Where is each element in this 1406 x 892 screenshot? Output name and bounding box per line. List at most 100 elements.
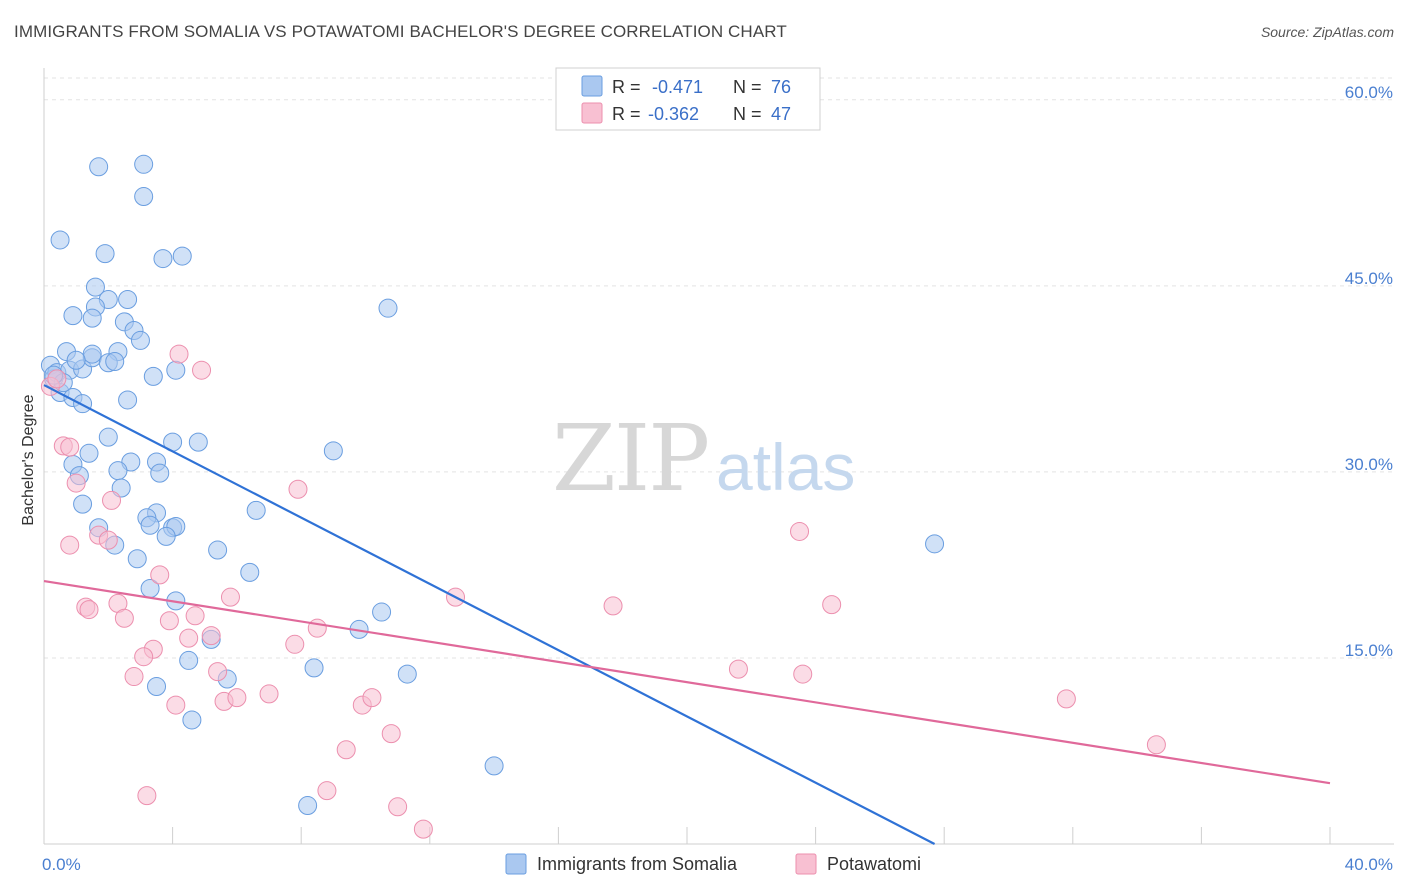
point-somalia bbox=[188, 432, 208, 452]
point-somalia bbox=[153, 249, 173, 269]
point-potawatomi bbox=[47, 369, 67, 389]
y-tick-label: 30.0% bbox=[1345, 455, 1393, 474]
point-somalia bbox=[89, 157, 109, 177]
point-potawatomi bbox=[1146, 735, 1166, 755]
point-potawatomi bbox=[388, 797, 408, 817]
point-somalia bbox=[63, 306, 83, 326]
y-axis-label: Bachelor's Degree bbox=[20, 394, 37, 525]
point-somalia bbox=[134, 187, 154, 207]
point-potawatomi bbox=[102, 490, 122, 510]
point-potawatomi bbox=[201, 626, 221, 646]
data-points bbox=[40, 154, 1166, 839]
bottom-legend-potawatomi: Potawatomi bbox=[827, 854, 921, 874]
point-potawatomi bbox=[1056, 689, 1076, 709]
point-somalia bbox=[166, 360, 186, 380]
point-somalia bbox=[73, 394, 93, 414]
point-somalia bbox=[95, 244, 115, 264]
x-tick-label-max: 40.0% bbox=[1345, 855, 1393, 874]
legend-r-value-somalia: -0.471 bbox=[652, 77, 703, 97]
point-somalia bbox=[150, 463, 170, 483]
point-somalia bbox=[79, 443, 99, 463]
series-legend: Immigrants from Somalia Potawatomi bbox=[505, 853, 921, 875]
point-somalia bbox=[50, 230, 70, 250]
point-potawatomi bbox=[288, 479, 308, 499]
point-somalia bbox=[85, 277, 105, 297]
point-somalia bbox=[143, 366, 163, 386]
point-potawatomi bbox=[822, 595, 842, 615]
point-somalia bbox=[323, 441, 343, 461]
point-potawatomi bbox=[60, 535, 80, 555]
trend-line-somalia bbox=[43, 384, 936, 845]
point-potawatomi bbox=[159, 611, 179, 631]
point-potawatomi bbox=[79, 600, 99, 620]
point-somalia bbox=[179, 650, 199, 670]
point-potawatomi bbox=[66, 473, 86, 493]
point-somalia bbox=[118, 390, 138, 410]
point-somalia bbox=[172, 246, 192, 266]
point-potawatomi bbox=[179, 628, 199, 648]
point-potawatomi bbox=[227, 688, 247, 708]
point-potawatomi bbox=[336, 740, 356, 760]
point-somalia bbox=[397, 664, 417, 684]
point-somalia bbox=[134, 154, 154, 174]
point-potawatomi bbox=[208, 662, 228, 682]
bottom-legend-swatch-somalia bbox=[505, 853, 527, 875]
point-somalia bbox=[82, 308, 102, 328]
point-somalia bbox=[208, 540, 228, 560]
legend-r-label-somalia: R = bbox=[612, 77, 641, 97]
point-somalia bbox=[118, 289, 138, 309]
source-note: Source: ZipAtlas.com bbox=[1260, 24, 1394, 40]
point-potawatomi bbox=[790, 521, 810, 541]
point-somalia bbox=[182, 710, 202, 730]
point-somalia bbox=[925, 534, 945, 554]
y-tick-label: 45.0% bbox=[1345, 269, 1393, 288]
watermark-atlas: atlas bbox=[716, 430, 855, 504]
legend-swatch-somalia bbox=[581, 75, 603, 97]
point-somalia bbox=[240, 562, 260, 582]
y-tick-label: 15.0% bbox=[1345, 641, 1393, 660]
legend-r-label-potawatomi: R = bbox=[612, 104, 641, 124]
point-somalia bbox=[98, 427, 118, 447]
point-potawatomi bbox=[728, 659, 748, 679]
x-tick-label-min: 0.0% bbox=[42, 855, 81, 874]
point-potawatomi bbox=[134, 647, 154, 667]
point-somalia bbox=[156, 526, 176, 546]
point-potawatomi bbox=[150, 565, 170, 585]
y-tick-labels: 15.0% 30.0% 45.0% 60.0% bbox=[1345, 83, 1393, 660]
point-somalia bbox=[82, 344, 102, 364]
point-somalia bbox=[147, 676, 167, 696]
point-potawatomi bbox=[603, 596, 623, 616]
point-somalia bbox=[127, 549, 147, 569]
point-somalia bbox=[108, 461, 128, 481]
point-potawatomi bbox=[98, 530, 118, 550]
legend-n-value-potawatomi: 47 bbox=[771, 104, 791, 124]
point-somalia bbox=[130, 330, 150, 350]
point-potawatomi bbox=[307, 618, 327, 638]
trend-line-potawatomi bbox=[43, 579, 1331, 785]
point-somalia bbox=[372, 602, 392, 622]
trend-lines bbox=[43, 384, 1331, 845]
legend-swatch-potawatomi bbox=[581, 102, 603, 124]
point-potawatomi bbox=[185, 606, 205, 626]
bottom-legend-somalia: Immigrants from Somalia bbox=[537, 854, 738, 874]
point-potawatomi bbox=[285, 634, 305, 654]
point-potawatomi bbox=[362, 688, 382, 708]
x-tick-labels: 0.0% 40.0% bbox=[42, 855, 1393, 874]
point-potawatomi bbox=[220, 587, 240, 607]
point-somalia bbox=[304, 658, 324, 678]
point-potawatomi bbox=[114, 608, 134, 628]
legend-r-value-potawatomi: -0.362 bbox=[648, 104, 699, 124]
point-potawatomi bbox=[259, 684, 279, 704]
point-somalia bbox=[378, 298, 398, 318]
point-potawatomi bbox=[413, 819, 433, 839]
point-somalia bbox=[105, 352, 125, 372]
legend-n-label-somalia: N = bbox=[733, 77, 762, 97]
point-potawatomi bbox=[381, 724, 401, 744]
watermark-zip: ZIP bbox=[552, 405, 708, 512]
legend-n-label-potawatomi: N = bbox=[733, 104, 762, 124]
point-potawatomi bbox=[192, 360, 212, 380]
point-somalia bbox=[246, 500, 266, 520]
stats-legend: R = -0.471 N = 76 R = -0.362 N = 47 bbox=[555, 67, 821, 131]
point-somalia bbox=[484, 756, 504, 776]
